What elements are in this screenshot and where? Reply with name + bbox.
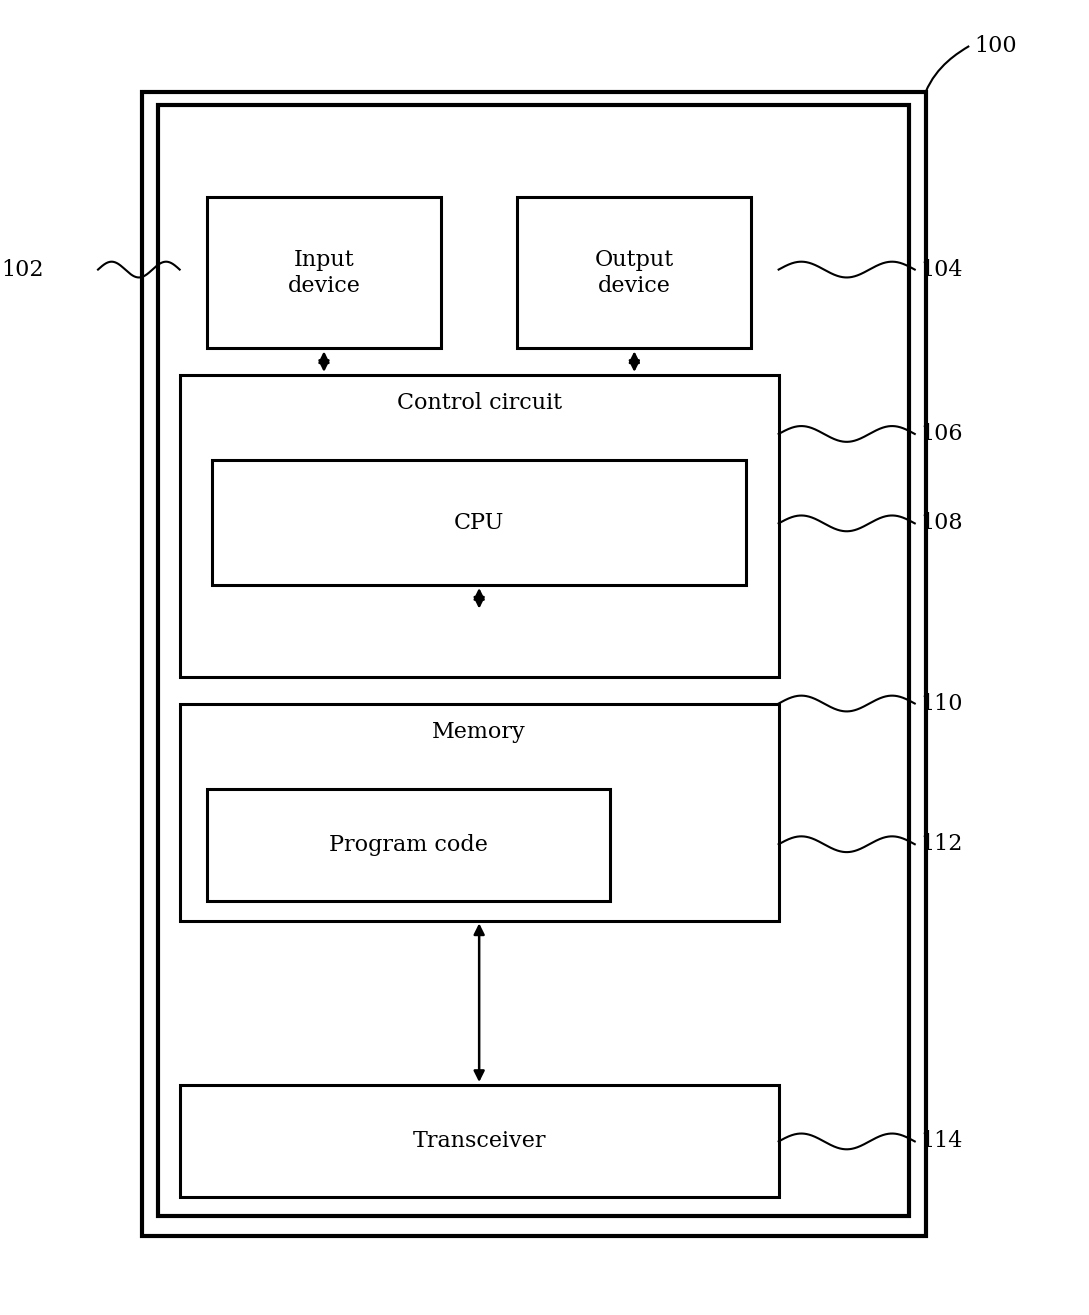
FancyBboxPatch shape <box>212 460 746 585</box>
FancyBboxPatch shape <box>207 197 441 348</box>
Text: 108: 108 <box>920 513 963 534</box>
FancyBboxPatch shape <box>158 105 909 1216</box>
FancyBboxPatch shape <box>180 1085 779 1197</box>
Text: Output
device: Output device <box>595 249 674 297</box>
Text: 106: 106 <box>920 423 963 444</box>
Text: 114: 114 <box>920 1131 963 1152</box>
Text: 100: 100 <box>975 36 1017 57</box>
FancyBboxPatch shape <box>517 197 751 348</box>
Text: 102: 102 <box>1 259 44 280</box>
FancyBboxPatch shape <box>142 92 926 1236</box>
Text: 104: 104 <box>920 259 963 280</box>
Text: Memory: Memory <box>432 721 526 743</box>
FancyBboxPatch shape <box>207 789 610 901</box>
FancyBboxPatch shape <box>180 375 779 677</box>
Text: 110: 110 <box>920 693 963 714</box>
FancyBboxPatch shape <box>180 704 779 920</box>
Text: Program code: Program code <box>329 834 488 856</box>
Text: Transceiver: Transceiver <box>413 1130 546 1152</box>
Text: Control circuit: Control circuit <box>396 392 562 414</box>
Text: CPU: CPU <box>454 512 504 534</box>
Text: Input
device: Input device <box>287 249 360 297</box>
Text: 112: 112 <box>920 834 963 855</box>
